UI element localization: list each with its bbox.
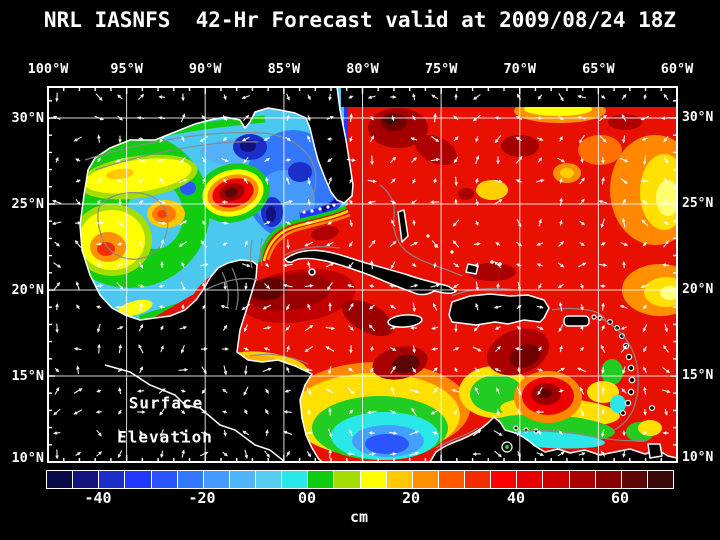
colorbar-tick-label: 20	[401, 489, 421, 507]
island-great-inagua	[465, 263, 479, 275]
lat-tick-label-left: 10°N	[11, 450, 44, 466]
lon-tick-label: 80°W	[346, 61, 379, 77]
land	[48, 87, 677, 462]
lon-tick-label: 70°W	[503, 61, 537, 77]
lon-tick-label: 85°W	[267, 61, 301, 77]
lake-maracaibo-dot	[505, 445, 509, 449]
colorbar-tick-label: 40	[506, 489, 526, 507]
graticule	[48, 87, 677, 462]
colorbar-cell	[47, 471, 74, 488]
island-andros	[397, 209, 409, 243]
colorbar-cells	[47, 471, 673, 488]
island-cuba	[284, 249, 457, 296]
colorbar-cell	[360, 471, 387, 488]
colorbar-tick-label: 00	[297, 489, 317, 507]
colorbar-cell	[465, 471, 492, 488]
island-jamaica	[387, 314, 423, 328]
colorbar-cell	[621, 471, 648, 488]
colorbar-cell	[334, 471, 361, 488]
lat-tick-label-right: 10°N	[682, 450, 714, 465]
current-vectors	[51, 92, 671, 460]
lat-tick-label-right: 30°N	[682, 110, 714, 125]
lat-tick-label-left: 25°N	[11, 196, 44, 212]
lon-tick-label: 75°W	[424, 61, 458, 77]
lon-tick-label: 90°W	[188, 61, 222, 77]
colorbar-tick-label: -40	[84, 489, 112, 507]
lat-tick-label-right: 25°N	[682, 196, 714, 211]
lon-tick-label: 65°W	[582, 61, 615, 77]
lon-tick-label: 100°W	[27, 61, 69, 77]
colorbar-cell	[517, 471, 544, 488]
island-puerto-rico	[563, 315, 590, 327]
land-south-america	[429, 416, 677, 462]
colorbar-cell	[308, 471, 335, 488]
lon-tick-label: 95°W	[110, 61, 143, 77]
pacific-coastline	[104, 364, 286, 462]
colorbar-cell	[256, 471, 283, 488]
colorbar-cell	[386, 471, 413, 488]
island-hispaniola	[448, 293, 550, 326]
plot-frame	[47, 86, 678, 463]
colorbar-cell	[569, 471, 596, 488]
colorbar-cell	[99, 471, 126, 488]
colorbar-cell	[647, 471, 673, 488]
colorbar-unit: cm	[349, 508, 369, 526]
lat-tick-label-right: 15°N	[682, 368, 714, 383]
lat-tick-label-left: 20°N	[11, 282, 44, 298]
lat-tick-label-left: 30°N	[11, 110, 44, 126]
colorbar-cell	[412, 471, 439, 488]
colorbar-cell	[543, 471, 570, 488]
colorbar-cell	[73, 471, 100, 488]
lon-tick-label: 60°W	[660, 61, 694, 77]
colorbar-cell	[177, 471, 204, 488]
colorbar	[46, 470, 674, 489]
colorbar-cell	[151, 471, 178, 488]
colorbar-cell	[595, 471, 622, 488]
colorbar-cell	[491, 471, 518, 488]
colorbar-cell	[229, 471, 256, 488]
lat-tick-label-left: 15°N	[11, 368, 44, 384]
colorbar-cell	[125, 471, 152, 488]
island-trinidad	[647, 443, 663, 459]
colorbar-cell	[282, 471, 309, 488]
colorbar-tick-label: 60	[610, 489, 630, 507]
island-isla-juventud	[308, 268, 316, 276]
colorbar-cell	[438, 471, 465, 488]
colorbar-cell	[203, 471, 230, 488]
lat-tick-label-right: 20°N	[682, 282, 714, 297]
colorbar-tick-label: -20	[188, 489, 216, 507]
no-data-band	[341, 87, 677, 107]
annotation-surface: Surface	[128, 393, 204, 413]
annotation-elevation: Elevation	[117, 427, 213, 447]
land-north-america	[48, 87, 354, 462]
map-title: NRL IASNFS 42-Hr Forecast valid at 2009/…	[43, 8, 677, 32]
